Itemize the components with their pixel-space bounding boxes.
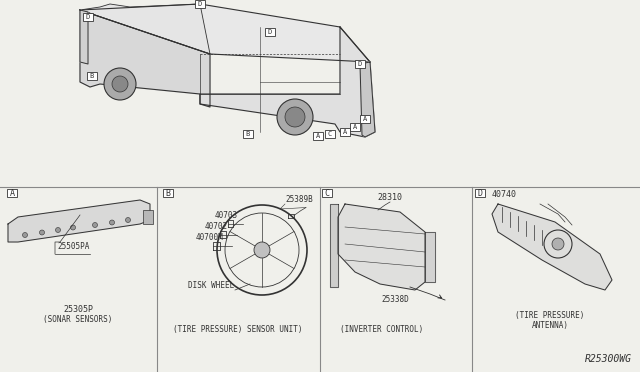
- Text: (INVERTER CONTROL): (INVERTER CONTROL): [340, 325, 424, 334]
- Text: DISK WHEEL: DISK WHEEL: [188, 281, 234, 290]
- Circle shape: [285, 107, 305, 127]
- Text: 25389B: 25389B: [285, 195, 313, 204]
- FancyBboxPatch shape: [143, 210, 153, 224]
- Circle shape: [109, 220, 115, 225]
- Circle shape: [22, 232, 28, 237]
- FancyBboxPatch shape: [322, 189, 332, 197]
- Text: R25300WG: R25300WG: [585, 354, 632, 364]
- FancyBboxPatch shape: [340, 128, 350, 136]
- FancyBboxPatch shape: [313, 132, 323, 140]
- Text: D: D: [477, 189, 483, 198]
- Polygon shape: [338, 204, 425, 290]
- FancyBboxPatch shape: [7, 189, 17, 197]
- Polygon shape: [200, 27, 375, 137]
- Text: 25505PA: 25505PA: [57, 242, 90, 251]
- Text: B: B: [246, 131, 250, 137]
- Text: ANTENNA): ANTENNA): [531, 321, 568, 330]
- Text: 40700M: 40700M: [196, 233, 224, 242]
- Text: 40703: 40703: [215, 211, 238, 220]
- Text: (TIRE PRESSURE) SENSOR UNIT): (TIRE PRESSURE) SENSOR UNIT): [173, 325, 303, 334]
- Polygon shape: [360, 62, 375, 137]
- Text: D: D: [198, 1, 202, 7]
- Polygon shape: [425, 232, 435, 282]
- Text: C: C: [324, 189, 330, 198]
- Text: 40740: 40740: [492, 190, 517, 199]
- Text: A: A: [353, 124, 357, 130]
- Circle shape: [70, 225, 76, 230]
- Text: 25338D: 25338D: [381, 295, 409, 304]
- Text: 28310: 28310: [378, 193, 403, 202]
- FancyBboxPatch shape: [265, 28, 275, 36]
- Polygon shape: [330, 204, 338, 287]
- FancyBboxPatch shape: [163, 189, 173, 197]
- FancyBboxPatch shape: [87, 72, 97, 80]
- Polygon shape: [492, 204, 612, 290]
- Polygon shape: [8, 200, 150, 242]
- Polygon shape: [80, 10, 88, 64]
- Circle shape: [56, 228, 61, 232]
- FancyBboxPatch shape: [355, 60, 365, 68]
- Text: A: A: [316, 133, 320, 139]
- Text: C: C: [328, 131, 332, 137]
- Circle shape: [93, 222, 97, 228]
- FancyBboxPatch shape: [360, 115, 370, 123]
- Text: B: B: [166, 189, 170, 198]
- Text: D: D: [268, 29, 272, 35]
- Text: D: D: [86, 14, 90, 20]
- Text: A: A: [10, 189, 15, 198]
- Circle shape: [254, 242, 270, 258]
- FancyBboxPatch shape: [475, 189, 485, 197]
- Polygon shape: [80, 10, 210, 107]
- FancyBboxPatch shape: [83, 13, 93, 21]
- Polygon shape: [80, 4, 370, 62]
- Text: (TIRE PRESSURE): (TIRE PRESSURE): [515, 311, 585, 320]
- Circle shape: [40, 230, 45, 235]
- Circle shape: [552, 238, 564, 250]
- Text: 40702: 40702: [205, 222, 228, 231]
- Text: B: B: [90, 73, 94, 79]
- Text: (SONAR SENSORS): (SONAR SENSORS): [44, 315, 113, 324]
- Circle shape: [125, 218, 131, 222]
- Text: A: A: [363, 116, 367, 122]
- FancyBboxPatch shape: [325, 130, 335, 138]
- Text: D: D: [358, 61, 362, 67]
- FancyBboxPatch shape: [243, 130, 253, 138]
- Circle shape: [104, 68, 136, 100]
- Circle shape: [112, 76, 128, 92]
- FancyBboxPatch shape: [350, 123, 360, 131]
- Circle shape: [277, 99, 313, 135]
- Text: A: A: [343, 129, 347, 135]
- FancyBboxPatch shape: [195, 0, 205, 8]
- Polygon shape: [80, 4, 210, 54]
- Text: 25305P: 25305P: [63, 305, 93, 314]
